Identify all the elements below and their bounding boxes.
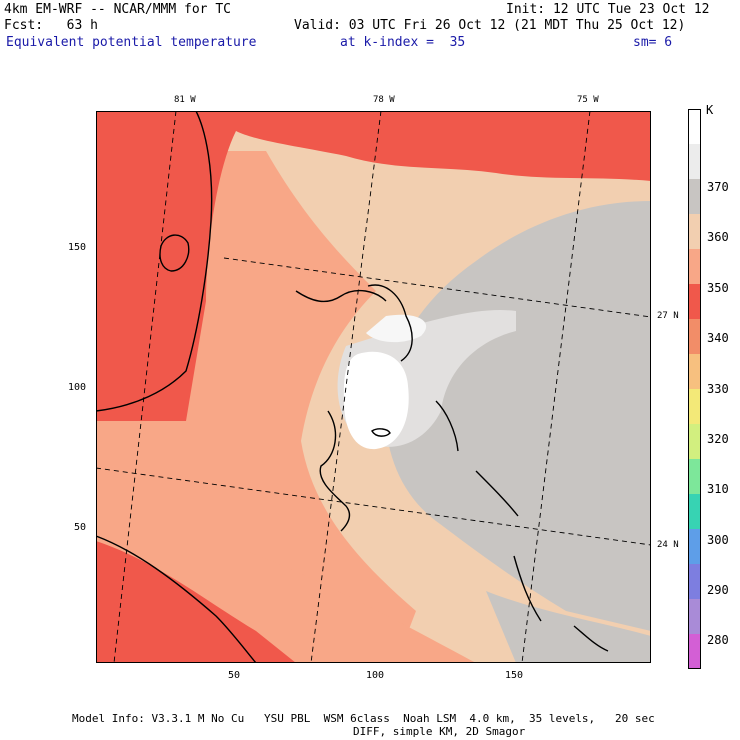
- grand-bahama-coast: [295, 289, 387, 303]
- andros-coast: [319, 410, 350, 532]
- colorbar-swatch: [688, 179, 701, 215]
- meridian-75w: [521, 111, 591, 663]
- colorbar-unit: K: [706, 103, 714, 117]
- colorbar-label-280: 280: [707, 633, 729, 647]
- colorbar-swatch: [688, 529, 701, 565]
- exuma-coast: [475, 470, 519, 517]
- y-tick-100: 100: [68, 382, 87, 393]
- init-time: Init: 12 UTC Tue 23 Oct 12: [506, 2, 710, 17]
- field-360-region-southeast: [486, 591, 651, 663]
- colorbar-swatch: [688, 599, 701, 635]
- colorbar-swatch: [688, 214, 701, 250]
- colorbar-label-360: 360: [707, 230, 729, 244]
- colorbar-swatch: [688, 494, 701, 530]
- lon-label-75w: 75 W: [577, 95, 599, 105]
- colorbar-swatch: [688, 109, 701, 145]
- colorbar-label-300: 300: [707, 533, 729, 547]
- level-index: at k-index = 35: [340, 35, 466, 50]
- model-info-diffusion: DIFF, simple KM, 2D Smagor: [353, 725, 526, 738]
- colorbar-swatch: [688, 424, 701, 460]
- colorbar-label-370: 370: [707, 180, 729, 194]
- valid-time: Valid: 03 UTC Fri 26 Oct 12 (21 MDT Thu …: [294, 18, 686, 33]
- field-340-region-south: [246, 551, 476, 663]
- colorbar-swatch: [688, 634, 701, 669]
- lon-label-81w: 81 W: [174, 95, 196, 105]
- parallel-24n: [96, 467, 651, 546]
- eleuthera-coast: [435, 400, 459, 452]
- map-border: [96, 111, 651, 663]
- x-tick-100: 100: [366, 670, 385, 681]
- y-tick-150: 150: [68, 242, 87, 253]
- colorbar-swatch: [688, 564, 701, 600]
- colorbar-label-350: 350: [707, 281, 729, 295]
- southeast-coast: [513, 555, 609, 652]
- lake-okeechobee: [159, 234, 190, 272]
- model-info: Model Info: V3.3.1 M No Cu YSU PBL WSM 6…: [72, 712, 655, 725]
- abaco-coast: [367, 284, 413, 362]
- colorbar-swatch: [688, 354, 701, 390]
- lon-label-78w: 78 W: [373, 95, 395, 105]
- cuba-coast: [96, 535, 257, 663]
- field-370-core: [343, 351, 409, 450]
- colorbar-border: [688, 109, 701, 669]
- meridian-81w: [113, 111, 177, 663]
- colorbar-swatch: [688, 319, 701, 355]
- x-tick-150: 150: [505, 670, 524, 681]
- theta-e-map: [96, 111, 651, 663]
- colorbar-label-310: 310: [707, 482, 729, 496]
- x-tick-50: 50: [228, 670, 241, 681]
- florida-coastline: [96, 111, 213, 412]
- colorbar-label-330: 330: [707, 382, 729, 396]
- model-title: 4km EM-WRF -- NCAR/MMM for TC: [4, 2, 231, 17]
- colorbar-label-320: 320: [707, 432, 729, 446]
- field-360-region-east: [385, 201, 651, 631]
- colorbar-swatch: [688, 144, 701, 180]
- smoothing-label: sm= 6: [633, 35, 673, 50]
- nassau-island: [371, 428, 391, 437]
- colorbar-swatch: [688, 284, 701, 320]
- colorbar-label-340: 340: [707, 331, 729, 345]
- colorbar-swatch: [688, 249, 701, 285]
- meridian-78w: [310, 111, 382, 663]
- lat-label-27n: 27 N: [657, 311, 679, 321]
- lat-label-24n: 24 N: [657, 540, 679, 550]
- colorbar: [688, 109, 701, 669]
- field-330-region-southwest: [96, 541, 296, 663]
- graticule: [96, 111, 651, 663]
- colorbar-label-290: 290: [707, 583, 729, 597]
- field-370-arc: [366, 314, 427, 343]
- colorbar-swatch: [688, 389, 701, 425]
- y-tick-50: 50: [74, 522, 87, 533]
- colorbar-swatch: [688, 459, 701, 495]
- field-name: Equivalent potential temperature: [6, 35, 257, 50]
- forecast-hour: Fcst: 63 h: [4, 18, 98, 33]
